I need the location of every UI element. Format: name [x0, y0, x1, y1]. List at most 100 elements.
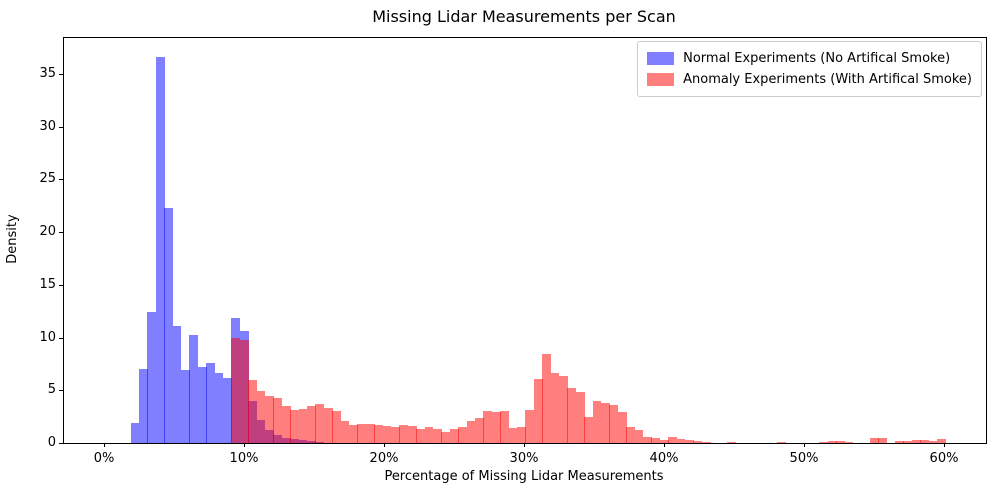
anomaly-hist-bar [466, 420, 476, 443]
normal-hist-bar [164, 207, 174, 443]
anomaly-hist-bar [651, 437, 661, 443]
anomaly-hist-bar [701, 441, 711, 443]
anomaly-hist-bar [626, 427, 636, 443]
y-tick-mark [59, 73, 63, 75]
x-tick-label: 60% [929, 451, 959, 466]
anomaly-hist-bar [441, 432, 451, 443]
anomaly-hist-bar [777, 441, 787, 443]
normal-hist-bar [206, 362, 216, 443]
anomaly-hist-bar [382, 426, 392, 443]
x-tick-label: 20% [369, 451, 399, 466]
anomaly-hist-bar [256, 391, 266, 443]
anomaly-hist-bar [307, 406, 316, 443]
legend-label-normal: Normal Experiments (No Artifical Smoke) [683, 51, 951, 66]
normal-hist-bar [181, 370, 190, 443]
anomaly-hist-bar [542, 354, 552, 443]
y-tick-label: 0 [47, 435, 56, 450]
anomaly-hist-bar [903, 440, 913, 443]
anomaly-hist-bar [920, 439, 930, 443]
normal-hist-bar [214, 373, 224, 443]
anomaly-hist-bar [836, 440, 846, 443]
anomaly-hist-bar [559, 375, 568, 443]
x-tick-label: 40% [649, 451, 679, 466]
anomaly-hist-bar [937, 439, 946, 443]
anomaly-hist-bar [550, 373, 560, 443]
anomaly-hist-bar [399, 424, 409, 443]
anomaly-hist-bar [416, 428, 426, 443]
anomaly-hist-bar [609, 405, 619, 443]
anomaly-hist-bar [584, 416, 594, 443]
anomaly-hist-bar [819, 441, 829, 443]
anomaly-hist-bar [685, 440, 694, 443]
anomaly-hist-bar [449, 428, 459, 443]
normal-hist-bar [223, 377, 232, 443]
anomaly-hist-bar [659, 439, 669, 443]
y-tick-mark [59, 284, 63, 286]
anomaly-hist-bar [483, 410, 493, 443]
anomaly-hist-bar [827, 440, 837, 443]
anomaly-hist-bar [231, 337, 241, 443]
legend-entry-anomaly: Anomaly Experiments (With Artifical Smok… [647, 69, 972, 90]
normal-hist-bar [189, 335, 199, 443]
anomaly-hist-bar [458, 427, 468, 443]
anomaly-hist-bar [424, 426, 434, 443]
anomaly-hist-bar [407, 426, 417, 443]
anomaly-hist-bar [525, 410, 535, 443]
y-tick-label: 30 [39, 118, 56, 134]
x-tick-mark [944, 443, 945, 447]
anomaly-hist-bar [911, 440, 921, 443]
x-tick-label: 0% [93, 451, 115, 466]
y-tick-mark [59, 179, 63, 181]
anomaly-hist-bar [693, 441, 703, 443]
y-tick-label: 10 [39, 329, 56, 345]
anomaly-hist-bar [567, 388, 577, 443]
anomaly-hist-bar [533, 378, 543, 443]
x-tick-label: 10% [229, 451, 259, 466]
anomaly-hist-bar [315, 403, 325, 443]
y-tick-mark [59, 390, 63, 392]
y-tick-label: 5 [47, 382, 56, 398]
normal-hist-bar [155, 56, 165, 443]
x-tick-mark [244, 443, 245, 447]
normal-hist-bar [139, 369, 148, 443]
anomaly-hist-bar [676, 439, 686, 443]
anomaly-hist-bar [475, 417, 484, 443]
anomaly-hist-bar [727, 441, 736, 443]
y-tick-label: 15 [39, 276, 56, 292]
anomaly-hist-bar [592, 400, 602, 443]
anomaly-hist-bar [357, 423, 367, 443]
x-tick-mark [384, 443, 385, 447]
anomaly-hist-bar [290, 410, 300, 443]
anomaly-hist-bar [844, 441, 854, 443]
y-tick-mark [59, 337, 63, 339]
anomaly-hist-bar [433, 429, 442, 443]
anomaly-hist-bar [281, 406, 291, 443]
y-tick-label: 25 [39, 171, 56, 187]
x-tick-label: 50% [789, 451, 819, 466]
anomaly-hist-bar [575, 392, 585, 443]
anomaly-series-swatch [647, 73, 675, 86]
y-tick-label: 35 [39, 65, 56, 81]
y-tick-mark [59, 126, 63, 128]
y-tick-mark [59, 232, 63, 234]
anomaly-hist-bar [323, 408, 333, 443]
anomaly-hist-bar [391, 427, 400, 443]
anomaly-hist-bar [895, 441, 904, 443]
anomaly-hist-bar [265, 395, 274, 443]
anomaly-hist-bar [340, 420, 350, 443]
anomaly-hist-bar [332, 411, 342, 443]
normal-series-swatch [647, 52, 675, 65]
normal-hist-bar [197, 367, 207, 443]
anomaly-hist-bar [365, 424, 375, 443]
anomaly-hist-bar [517, 426, 526, 443]
anomaly-hist-bar [374, 424, 384, 443]
normal-hist-bar [147, 312, 157, 443]
x-axis-label: Percentage of Missing Lidar Measurements [384, 469, 664, 484]
anomaly-hist-bar [508, 428, 518, 443]
anomaly-hist-bar [634, 430, 644, 443]
x-tick-mark [804, 443, 805, 447]
anomaly-hist-bar [248, 379, 258, 443]
anomaly-hist-bar [668, 437, 678, 443]
normal-hist-bar [172, 325, 182, 443]
anomaly-hist-bar [869, 437, 879, 443]
